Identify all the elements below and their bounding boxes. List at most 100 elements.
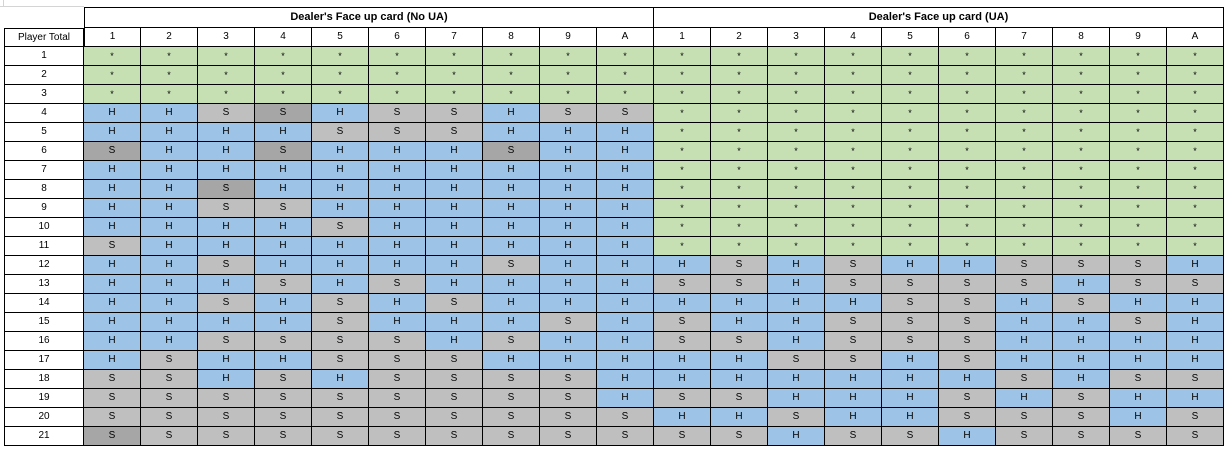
cell-stand[interactable]: S [84,427,141,446]
cell-hit[interactable]: H [711,351,768,370]
cell-not-applicable[interactable]: * [1110,218,1167,237]
cell-not-applicable[interactable]: * [996,161,1053,180]
cell-not-applicable[interactable]: * [1167,66,1224,85]
cell-hit[interactable]: H [1053,275,1110,294]
cell-stand[interactable]: S [198,332,255,351]
dealer-card-header[interactable]: 9 [1110,28,1167,47]
cell-hit[interactable]: H [369,180,426,199]
cell-hit[interactable]: H [825,408,882,427]
dealer-card-header[interactable]: 8 [483,28,540,47]
cell-hit[interactable]: H [426,218,483,237]
cell-hit[interactable]: H [996,332,1053,351]
cell-not-applicable[interactable]: * [996,218,1053,237]
cell-hit[interactable]: H [198,370,255,389]
cell-stand[interactable]: S [711,256,768,275]
cell-not-applicable[interactable]: * [1110,104,1167,123]
cell-hit[interactable]: H [141,104,198,123]
dealer-card-header[interactable]: 7 [996,28,1053,47]
cell-stand[interactable]: S [540,104,597,123]
cell-not-applicable[interactable]: * [654,180,711,199]
cell-hit[interactable]: H [483,237,540,256]
cell-not-applicable[interactable]: * [540,47,597,66]
cell-not-applicable[interactable]: * [1053,104,1110,123]
cell-hit[interactable]: H [1167,256,1224,275]
cell-hit[interactable]: H [312,199,369,218]
cell-stand[interactable]: S [939,332,996,351]
cell-stand[interactable]: S [654,275,711,294]
cell-hit[interactable]: H [768,389,825,408]
cell-not-applicable[interactable]: * [654,104,711,123]
cell-stand[interactable]: S [654,313,711,332]
cell-hit[interactable]: H [141,332,198,351]
cell-hit[interactable]: H [198,275,255,294]
cell-hit[interactable]: H [255,237,312,256]
cell-not-applicable[interactable]: * [198,47,255,66]
cell-not-applicable[interactable]: * [141,85,198,104]
cell-stand[interactable]: S [939,389,996,408]
cell-hit[interactable]: H [483,218,540,237]
cell-hit[interactable]: H [1167,389,1224,408]
cell-stand[interactable]: S [939,351,996,370]
cell-hit[interactable]: H [369,199,426,218]
cell-hit[interactable]: H [882,370,939,389]
cell-stand[interactable]: S [426,123,483,142]
cell-not-applicable[interactable]: * [768,237,825,256]
cell-not-applicable[interactable]: * [825,47,882,66]
cell-stand[interactable]: S [939,313,996,332]
dealer-card-header[interactable]: 2 [141,28,198,47]
cell-stand[interactable]: S [825,313,882,332]
cell-hit[interactable]: H [255,256,312,275]
cell-not-applicable[interactable]: * [1053,161,1110,180]
cell-stand[interactable]: S [426,351,483,370]
cell-not-applicable[interactable]: * [654,199,711,218]
cell-not-applicable[interactable]: * [540,85,597,104]
cell-not-applicable[interactable]: * [654,66,711,85]
cell-stand[interactable]: S [882,294,939,313]
cell-hit[interactable]: H [597,332,654,351]
cell-not-applicable[interactable]: * [882,180,939,199]
cell-stand[interactable]: S [1053,427,1110,446]
cell-stand[interactable]: S [483,256,540,275]
cell-hit[interactable]: H [141,275,198,294]
cell-not-applicable[interactable]: * [939,47,996,66]
player-total-label[interactable]: 4 [4,104,84,123]
cell-not-applicable[interactable]: * [255,47,312,66]
cell-stand[interactable]: S [255,370,312,389]
player-total-label[interactable]: 18 [4,370,84,389]
dealer-card-header[interactable]: 1 [654,28,711,47]
cell-hit[interactable]: H [597,180,654,199]
cell-not-applicable[interactable]: * [825,142,882,161]
cell-not-applicable[interactable]: * [654,85,711,104]
cell-stand[interactable]: S [426,427,483,446]
section-title-ua[interactable]: Dealer's Face up card (UA) [654,7,1224,28]
cell-hit[interactable]: H [426,180,483,199]
cell-not-applicable[interactable]: * [654,218,711,237]
cell-hit[interactable]: H [597,351,654,370]
cell-hit[interactable]: H [597,275,654,294]
cell-not-applicable[interactable]: * [1053,180,1110,199]
cell-not-applicable[interactable]: * [711,142,768,161]
cell-hit[interactable]: H [1167,351,1224,370]
cell-hit[interactable]: H [141,199,198,218]
cell-hit[interactable]: H [597,161,654,180]
player-total-label[interactable]: 1 [4,47,84,66]
cell-stand[interactable]: S [312,218,369,237]
cell-not-applicable[interactable]: * [654,161,711,180]
cell-not-applicable[interactable]: * [939,104,996,123]
cell-hit[interactable]: H [1110,294,1167,313]
cell-not-applicable[interactable]: * [141,66,198,85]
cell-hit[interactable]: H [483,161,540,180]
cell-hit[interactable]: H [84,351,141,370]
cell-not-applicable[interactable]: * [825,199,882,218]
cell-stand[interactable]: S [426,294,483,313]
cell-not-applicable[interactable]: * [825,180,882,199]
cell-hit[interactable]: H [1110,351,1167,370]
cell-stand[interactable]: S [996,408,1053,427]
cell-not-applicable[interactable]: * [882,218,939,237]
cell-hit[interactable]: H [483,313,540,332]
cell-hit[interactable]: H [141,180,198,199]
cell-hit[interactable]: H [768,370,825,389]
cell-hit[interactable]: H [198,161,255,180]
cell-stand[interactable]: S [996,256,1053,275]
cell-hit[interactable]: H [1167,332,1224,351]
